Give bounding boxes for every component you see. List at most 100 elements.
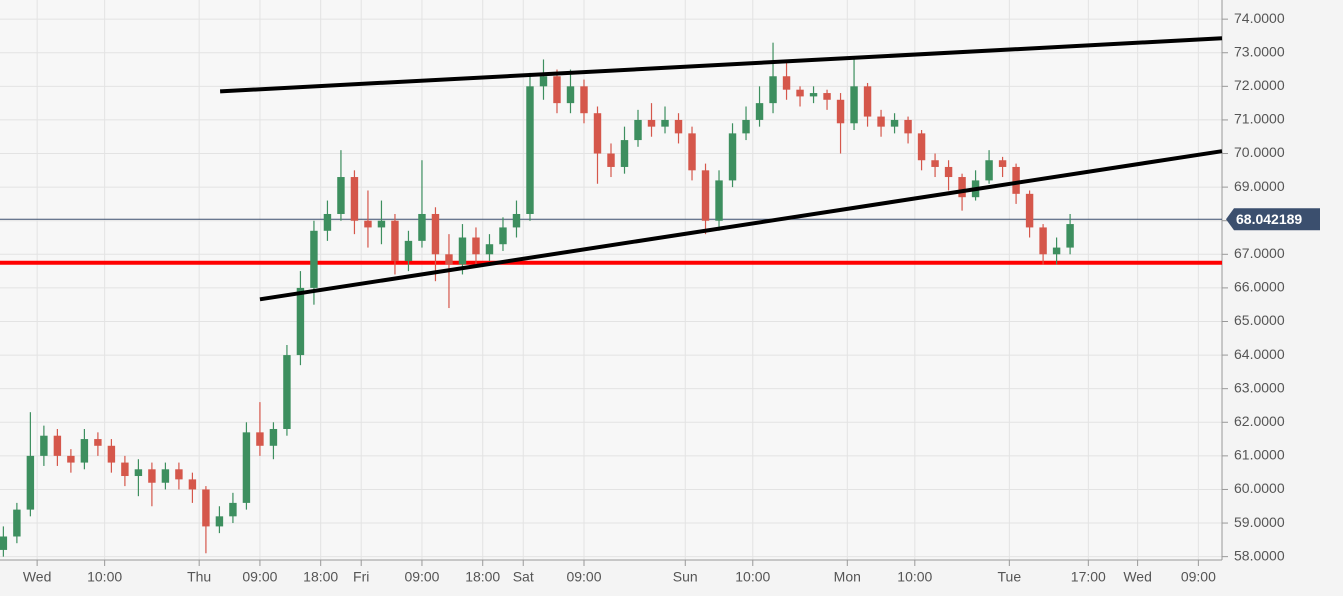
candle-body <box>80 439 89 463</box>
candle-body <box>94 439 102 446</box>
y-tick-label: 72.0000 <box>1234 77 1285 93</box>
last-price-flag <box>1226 208 1320 231</box>
candle-body <box>890 119 899 127</box>
candle-body <box>877 116 885 127</box>
x-tick-label: Thu <box>187 569 211 585</box>
candle-body <box>323 213 332 231</box>
candle-body <box>0 536 8 550</box>
candle-body <box>499 227 507 245</box>
candle-body <box>836 99 845 124</box>
y-tick-label: 65.0000 <box>1234 312 1285 328</box>
candle-body <box>944 166 953 178</box>
candle-body <box>67 455 75 463</box>
candle-body <box>715 180 723 221</box>
candle-body <box>1039 227 1047 255</box>
x-tick-label: 10:00 <box>735 569 770 585</box>
x-tick-label: Mon <box>834 569 861 585</box>
candle-body <box>418 213 426 241</box>
candle-body <box>472 237 480 255</box>
candle-body <box>958 177 966 198</box>
candle-body <box>188 479 197 490</box>
candle-body <box>553 76 561 104</box>
candle-body <box>485 244 494 255</box>
x-tick-label: 09:00 <box>1181 569 1216 585</box>
candle-body <box>850 86 858 124</box>
candle-body <box>404 240 413 262</box>
candle-body <box>701 170 710 221</box>
candle-body <box>148 469 156 483</box>
candle-body <box>728 133 737 181</box>
x-tick-label: Tue <box>998 569 1022 585</box>
x-tick-label: 09:00 <box>242 569 277 585</box>
x-tick-label: 18:00 <box>465 569 500 585</box>
candle-body <box>998 160 1007 167</box>
candle-body <box>364 220 372 228</box>
candle-body <box>134 469 143 477</box>
y-tick-label: 62.0000 <box>1234 413 1285 429</box>
candle-body <box>634 119 642 141</box>
candle-body <box>580 86 588 114</box>
candle-body <box>13 509 21 537</box>
candle-body <box>985 160 993 181</box>
candle-body <box>202 489 210 527</box>
y-tick-label: 69.0000 <box>1234 178 1285 194</box>
candle-body <box>256 432 264 446</box>
candle-body <box>823 93 831 100</box>
x-tick-label: 09:00 <box>404 569 439 585</box>
trend-line <box>259 149 1223 302</box>
candle-body <box>26 455 35 510</box>
plot-background <box>0 0 1222 560</box>
y-tick-label: 59.0000 <box>1234 514 1285 530</box>
candle-body <box>283 355 291 429</box>
candle-body <box>391 220 399 262</box>
candle-body <box>755 103 764 120</box>
candle-body <box>661 119 669 127</box>
candle-body <box>620 140 629 167</box>
candle-body <box>350 177 359 221</box>
candle-body <box>742 119 750 134</box>
candle-body <box>904 119 912 134</box>
y-tick-label: 64.0000 <box>1234 346 1285 362</box>
candle-body <box>121 462 129 477</box>
y-tick-label: 67.0000 <box>1234 245 1285 261</box>
y-tick-label: 60.0000 <box>1234 480 1285 496</box>
candle-body <box>161 469 170 483</box>
y-tick-label: 61.0000 <box>1234 447 1285 463</box>
candle-body <box>566 86 575 104</box>
y-tick-label: 71.0000 <box>1234 111 1285 127</box>
candle-body <box>809 93 818 97</box>
candle-body <box>296 287 305 356</box>
candle-body <box>215 516 224 527</box>
candle-body <box>526 86 534 214</box>
candle-body <box>796 89 804 97</box>
y-tick-label: 66.0000 <box>1234 279 1285 295</box>
candle-body <box>593 113 602 154</box>
y-tick-label: 73.0000 <box>1234 43 1285 59</box>
candle-body <box>242 432 251 503</box>
candle-body <box>647 119 656 127</box>
candle-body <box>458 237 467 265</box>
candle-body <box>539 76 548 87</box>
candle-body <box>674 119 683 134</box>
candle-body <box>229 502 237 517</box>
candle-body <box>269 428 278 446</box>
x-tick-label: 18:00 <box>303 569 338 585</box>
candle-body <box>782 76 791 90</box>
candle-body <box>175 469 183 480</box>
y-tick-label: 58.0000 <box>1234 547 1285 563</box>
candle-body <box>1066 224 1074 248</box>
candle-body <box>310 230 318 288</box>
candle-body <box>1025 193 1034 228</box>
candle-body <box>53 435 62 456</box>
candle-body <box>863 86 872 117</box>
x-tick-label: Wed <box>1123 569 1152 585</box>
x-tick-label: 17:00 <box>1071 569 1106 585</box>
candle-body <box>607 153 615 167</box>
candle-body <box>445 254 453 265</box>
candle-body <box>377 220 386 228</box>
x-tick-label: Sat <box>513 569 534 585</box>
x-tick-label: 10:00 <box>897 569 932 585</box>
candle-body <box>1052 247 1061 255</box>
